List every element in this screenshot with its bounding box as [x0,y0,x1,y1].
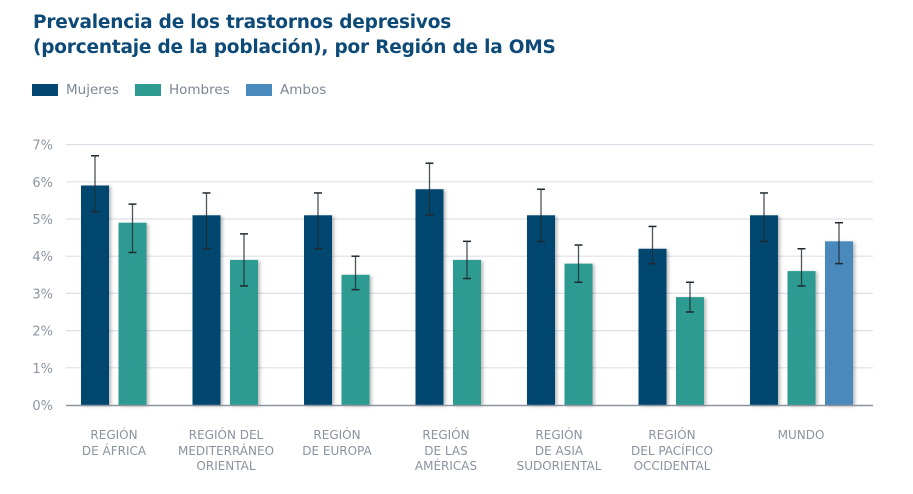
bar-mujeres-5 [638,248,667,405]
y-tick-label: 5% [32,213,53,228]
error-bar-mujeres-2 [314,192,322,250]
bar-hombres-6 [787,271,816,405]
bar-hombres-2 [341,274,370,405]
legend-label-mujeres: Mujeres [66,82,119,98]
bar-ambos-6 [825,241,853,405]
y-tick-label: 7% [32,139,53,154]
error-bar-mujeres-1 [202,192,211,250]
error-bar-hombres-6 [797,248,806,287]
bar-hombres-3 [453,259,481,405]
error-bar-mujeres-6 [760,192,768,243]
bar-mujeres-3 [415,189,444,405]
error-bar-mujeres-0 [91,155,99,213]
y-tick-label: 2% [32,325,53,340]
error-bar-hombres-5 [686,281,694,313]
y-axis-ticks: 0% 1% 2% 3% 4% 5% 6% 7% [32,139,53,414]
error-bar-mujeres-3 [425,162,434,217]
x-tick-label: REGIÓN DEL PACÍFICO OCCIDENTAL [631,428,713,473]
error-bar-mujeres-4 [537,188,545,243]
chart-title-line-1: Prevalencia de los trastornos depresivos [33,12,452,33]
legend-swatch-ambos [246,84,272,96]
x-tick-label: REGIÓN DE LAS AMÉRICAS [414,428,478,473]
error-bar-hombres-3 [463,240,471,280]
error-bar-hombres-0 [128,203,137,254]
y-tick-label: 4% [32,250,53,265]
chart-title: Prevalencia de los trastornos depresivos… [33,10,556,60]
legend-swatch-mujeres [32,84,58,96]
x-tick-label: REGIÓN DE ASIA SUDORIENTAL [516,428,602,473]
error-bar-ambos-6 [835,221,843,265]
error-bar-mujeres-5 [648,225,657,265]
y-tick-label: 6% [32,176,53,191]
legend-swatch-hombres [135,84,161,96]
y-tick-label: 0% [32,399,53,414]
error-bars [91,155,843,313]
x-tick-label: REGIÓN DE ÁFRICA [81,428,147,458]
bar-mujeres-6 [750,215,778,405]
error-bar-hombres-4 [574,244,583,283]
x-tick-label: REGIÓN DEL MEDITERRÁNEO ORIENTAL [177,428,275,473]
chart-title-line-2: (porcentaje de la población), por Región… [33,37,556,58]
bar-hombres-4 [564,263,593,405]
legend-label-ambos: Ambos [280,82,327,98]
error-bar-hombres-1 [240,233,248,287]
y-tick-label: 1% [32,362,53,377]
y-tick-label: 3% [32,287,53,302]
bar-hombres-5 [676,297,704,405]
bar-mujeres-0 [81,185,109,405]
legend-label-hombres: Hombres [169,82,230,98]
x-tick-label: MUNDO [777,428,825,442]
bar-mujeres-4 [527,215,555,405]
error-bar-hombres-2 [351,255,360,291]
x-tick-label: REGIÓN DE EUROPA [302,428,372,458]
